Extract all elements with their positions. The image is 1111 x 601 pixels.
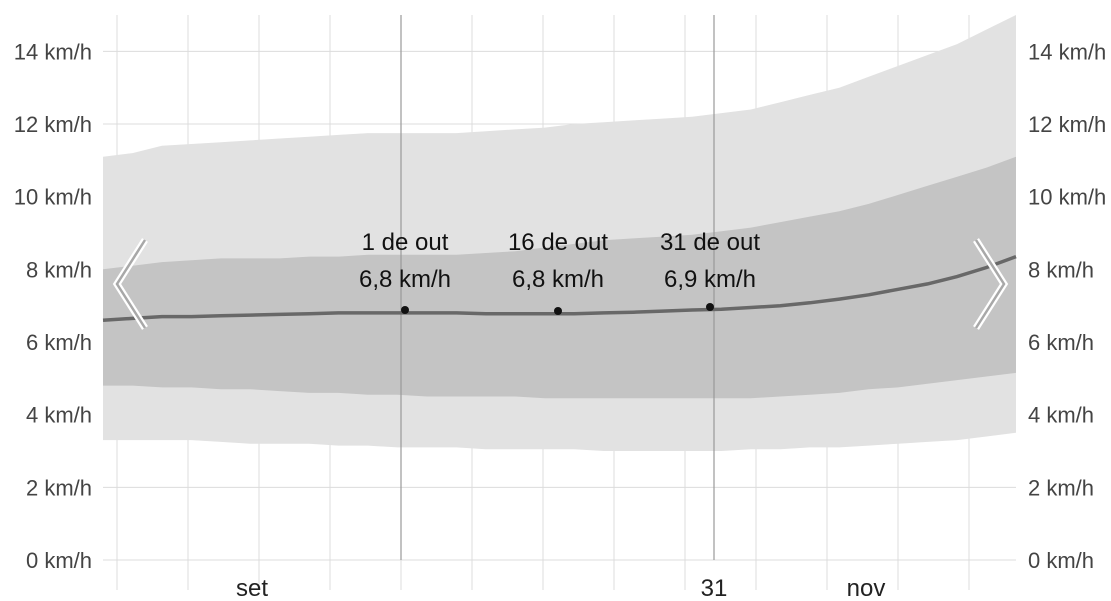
y-tick-right-6: 12 km/h — [1028, 112, 1106, 137]
y-tick-left-0: 0 km/h — [26, 548, 92, 573]
y-tick-left-5: 10 km/h — [14, 185, 92, 210]
x-axis: set 31 nov — [236, 575, 885, 601]
y-tick-right-2: 4 km/h — [1028, 403, 1094, 428]
x-tick-2: nov — [847, 575, 886, 601]
chevron-right-icon-outline — [974, 239, 1006, 329]
y-tick-right-0: 0 km/h — [1028, 548, 1094, 573]
y-tick-left-1: 2 km/h — [26, 475, 92, 500]
annotation-points — [401, 303, 714, 315]
annotation-date-2: 31 de out — [660, 229, 760, 256]
chevron-left-icon-outline — [115, 239, 147, 329]
annotation-value-1: 6,8 km/h — [512, 266, 604, 293]
annotation-date-1: 16 de out — [508, 229, 608, 256]
y-tick-right-4: 8 km/h — [1028, 257, 1094, 282]
y-axis-right: 0 km/h 2 km/h 4 km/h 6 km/h 8 km/h 10 km/h 12 … — [1028, 39, 1106, 573]
annotation-value-0: 6,8 km/h — [359, 266, 451, 293]
inner-band — [103, 156, 1016, 399]
annotation-date-0: 1 de out — [362, 229, 449, 256]
y-tick-right-3: 6 km/h — [1028, 330, 1094, 355]
prev-button[interactable] — [112, 238, 148, 330]
y-tick-left-4: 8 km/h — [26, 257, 92, 282]
annotation-value-2: 6,9 km/h — [664, 266, 756, 293]
y-tick-left-3: 6 km/h — [26, 330, 92, 355]
y-tick-left-2: 4 km/h — [26, 403, 92, 428]
marker-lines — [400, 15, 715, 560]
x-tick-0: set — [236, 575, 268, 601]
annotation-point-0 — [401, 306, 409, 314]
annotation-point-1 — [554, 307, 562, 315]
annotation-labels: 1 de out 6,8 km/h 16 de out 6,8 km/h 31 de o… — [359, 229, 760, 293]
y-tick-left-7: 14 km/h — [14, 39, 92, 64]
y-tick-right-7: 14 km/h — [1028, 39, 1106, 64]
y-axis-left: 0 km/h 2 km/h 4 km/h 6 km/h 8 km/h 10 km/h 12 … — [14, 39, 92, 573]
y-tick-left-6: 12 km/h — [14, 112, 92, 137]
y-tick-right-1: 2 km/h — [1028, 475, 1094, 500]
next-button[interactable] — [973, 238, 1009, 330]
y-tick-right-5: 10 km/h — [1028, 185, 1106, 210]
bands — [103, 15, 1016, 451]
x-tick-1: 31 — [701, 575, 728, 601]
annotation-point-2 — [706, 303, 714, 311]
